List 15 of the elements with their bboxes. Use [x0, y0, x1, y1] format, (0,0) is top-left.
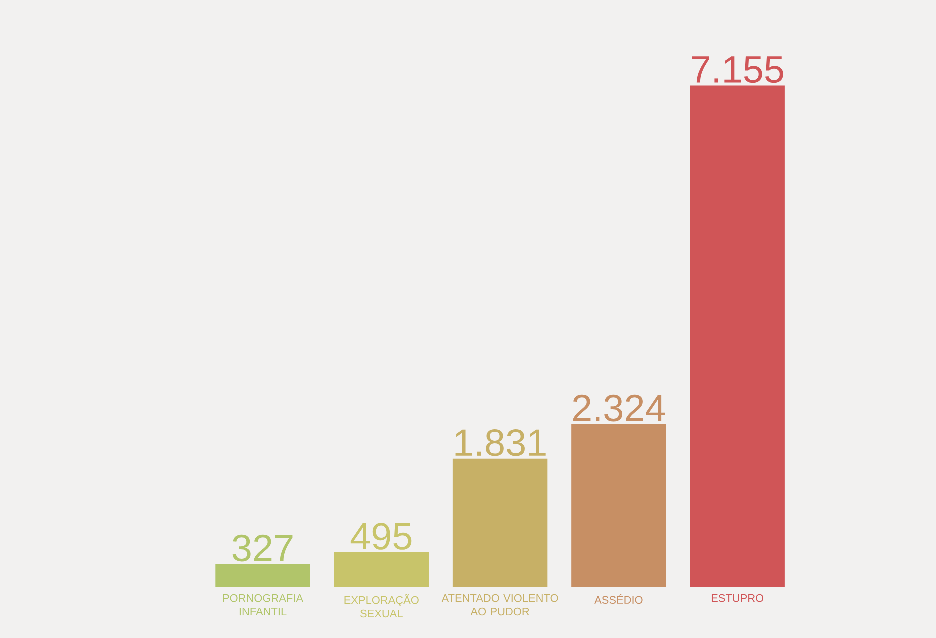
x-tick-label: PORNOGRAFIA INFANTIL: [223, 594, 304, 616]
x-tick-label: ESTUPRO: [712, 594, 764, 602]
x-tick-label: EXPLORAÇÃO SEXUAL: [344, 594, 419, 618]
bar: [572, 424, 666, 588]
data-label: 495: [350, 523, 412, 550]
data-label: 1.831: [456, 429, 546, 456]
x-tick-label: ASSÉDIO: [594, 594, 643, 604]
data-label: 327: [232, 534, 293, 562]
bar: [690, 86, 785, 588]
bar: [334, 552, 430, 588]
bar: [452, 458, 548, 588]
bar: [216, 564, 310, 588]
x-tick-label: ATENTADO VIOLENTO AO PUDOR: [442, 594, 558, 616]
data-label: 7.155: [692, 56, 784, 84]
data-label: 2.324: [573, 394, 666, 422]
